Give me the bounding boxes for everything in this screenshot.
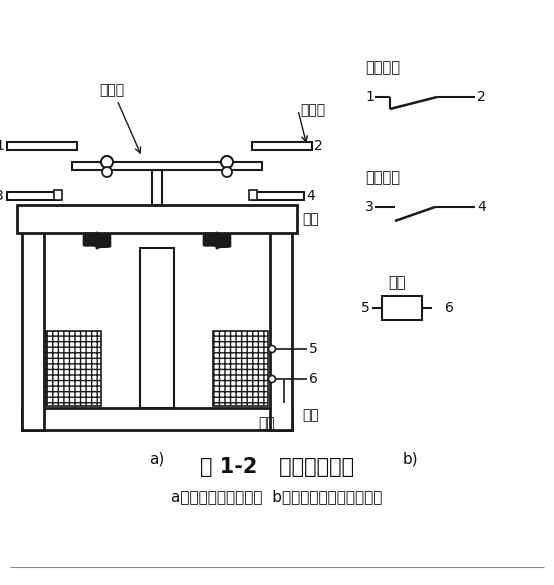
Text: 衔铁: 衔铁: [302, 212, 319, 226]
Text: 4: 4: [306, 189, 315, 203]
Text: 6: 6: [445, 301, 454, 315]
Text: 常闭触点: 常闭触点: [365, 60, 400, 75]
Bar: [7, 192, 59, 200]
Text: 2: 2: [314, 139, 323, 153]
Text: 4: 4: [477, 200, 486, 214]
Bar: [270, 215, 292, 430]
Text: 5: 5: [361, 301, 370, 315]
Text: b): b): [402, 452, 418, 467]
Bar: [152, 170, 162, 205]
Text: 3: 3: [365, 200, 374, 214]
Circle shape: [221, 156, 233, 168]
Text: 线圈: 线圈: [259, 416, 275, 430]
Circle shape: [269, 376, 275, 383]
Text: 1: 1: [365, 90, 374, 104]
Bar: [72, 162, 262, 170]
Text: 1: 1: [0, 139, 4, 153]
Bar: [252, 142, 312, 150]
Text: 静触点: 静触点: [300, 103, 325, 117]
Circle shape: [102, 167, 112, 177]
Bar: [54, 190, 62, 200]
Circle shape: [269, 346, 275, 353]
Bar: [213, 331, 268, 406]
Bar: [252, 192, 304, 200]
Bar: [22, 408, 292, 430]
Text: 2: 2: [477, 90, 486, 104]
Bar: [17, 205, 297, 233]
Text: 动触点: 动触点: [99, 83, 125, 97]
Text: 常开触点: 常开触点: [365, 170, 400, 185]
Text: a): a): [150, 452, 165, 467]
Text: 铁心: 铁心: [302, 408, 319, 422]
Text: a）继电器结构示意图  b）继电器组成的电路符号: a）继电器结构示意图 b）继电器组成的电路符号: [171, 489, 383, 504]
Bar: [249, 190, 257, 200]
Text: 5: 5: [309, 342, 318, 356]
Bar: [22, 215, 44, 430]
Bar: [46, 331, 101, 406]
Circle shape: [101, 156, 113, 168]
Bar: [140, 248, 174, 408]
Text: 图 1-2   继电器示意图: 图 1-2 继电器示意图: [200, 457, 354, 477]
Text: 6: 6: [309, 372, 318, 386]
Text: 线圈: 线圈: [388, 275, 406, 290]
Bar: [382, 296, 422, 320]
Circle shape: [222, 167, 232, 177]
Bar: [7, 142, 77, 150]
Text: 3: 3: [0, 189, 4, 203]
